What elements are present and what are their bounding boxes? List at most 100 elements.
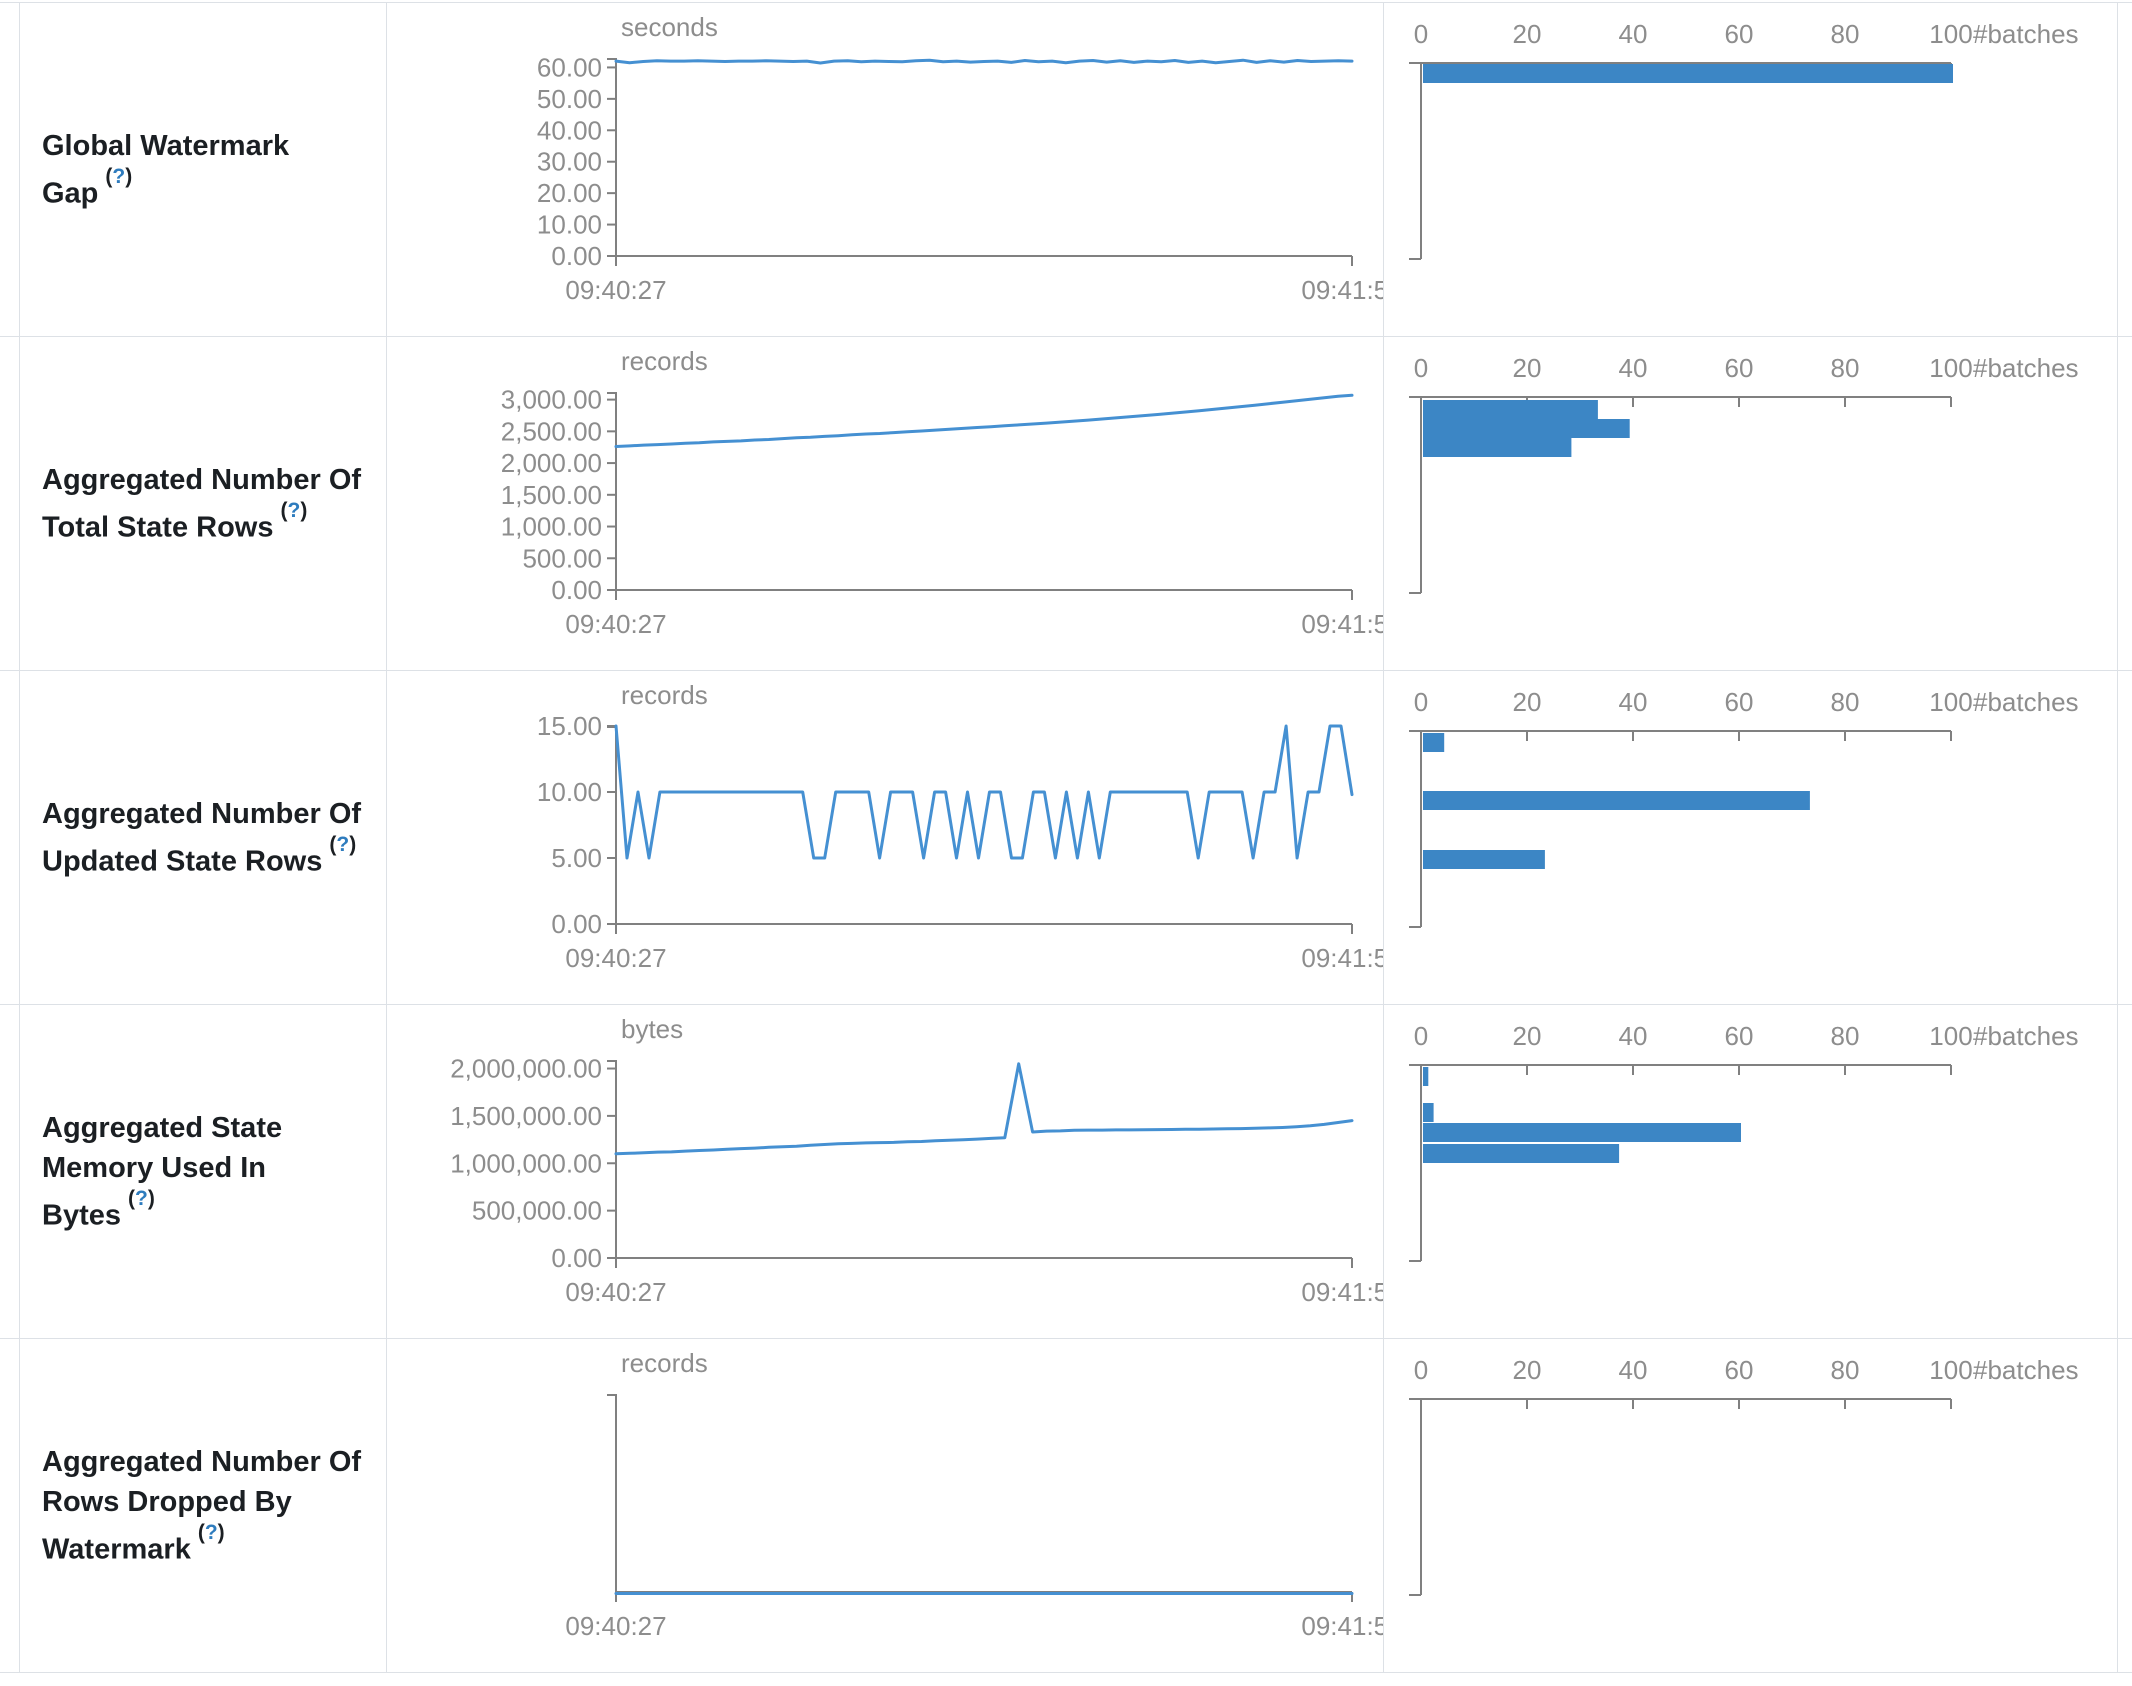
help-tooltip-trigger[interactable]: (?) — [197, 1521, 225, 1545]
svg-text:1,500.00: 1,500.00 — [501, 480, 602, 510]
svg-text:#batches: #batches — [1973, 1021, 2079, 1051]
svg-text:09:40:27: 09:40:27 — [565, 609, 666, 639]
svg-text:09:41:56: 09:41:56 — [1301, 1277, 1383, 1307]
question-mark-icon: ? — [112, 165, 126, 189]
metric-row-state-memory-used: Aggregated State Memory Used In Bytes(?)… — [0, 1005, 2132, 1339]
svg-text:60: 60 — [1725, 1355, 1754, 1385]
svg-text:40: 40 — [1619, 1021, 1648, 1051]
svg-text:09:41:56: 09:41:56 — [1301, 1611, 1383, 1641]
svg-text:60: 60 — [1725, 353, 1754, 383]
svg-text:100: 100 — [1929, 19, 1972, 49]
svg-text:1,000.00: 1,000.00 — [501, 512, 602, 542]
svg-text:1,500,000.00: 1,500,000.00 — [450, 1101, 602, 1131]
metric-row-updated-state-rows: Aggregated Number Of Updated State Rows(… — [0, 671, 2132, 1005]
metric-title-text: Aggregated Number Of Updated State Rows — [42, 798, 362, 878]
svg-text:10.00: 10.00 — [537, 777, 602, 807]
svg-text:50.00: 50.00 — [537, 84, 602, 114]
metric-label-cell: Aggregated Number Of Total State Rows(?) — [19, 337, 386, 671]
metric-title: Aggregated Number Of Updated State Rows(… — [42, 794, 378, 882]
svg-text:#batches: #batches — [1973, 353, 2079, 383]
svg-text:100: 100 — [1929, 687, 1972, 717]
svg-text:3,000.00: 3,000.00 — [501, 385, 602, 415]
table-vertical-border — [386, 3, 387, 1673]
svg-text:40.00: 40.00 — [537, 115, 602, 145]
svg-text:40: 40 — [1619, 1355, 1648, 1385]
svg-text:20: 20 — [1513, 1021, 1542, 1051]
metric-title-text: Aggregated State Memory Used In Bytes — [42, 1112, 283, 1232]
svg-text:seconds: seconds — [621, 12, 718, 42]
histogram-chart-cell: 0 20 40 60 80 100 #batches — [1384, 1339, 2117, 1673]
metric-label-cell: Aggregated Number Of Updated State Rows(… — [19, 671, 386, 1005]
svg-text:0: 0 — [1414, 1355, 1428, 1385]
svg-text:records: records — [621, 346, 708, 376]
question-mark-icon: ? — [135, 1187, 148, 1211]
histogram-chart: 0 20 40 60 80 100 #batches — [1409, 353, 2079, 594]
svg-text:80: 80 — [1831, 353, 1860, 383]
svg-text:0.00: 0.00 — [551, 575, 602, 605]
svg-text:500,000.00: 500,000.00 — [472, 1196, 602, 1226]
help-tooltip-trigger[interactable]: (?) — [329, 833, 357, 857]
svg-text:20: 20 — [1513, 687, 1542, 717]
metric-title-text: Aggregated Number Of Rows Dropped By Wat… — [42, 1446, 362, 1566]
svg-text:30.00: 30.00 — [537, 147, 602, 177]
svg-text:0.00: 0.00 — [551, 241, 602, 271]
metric-title-text: Global Watermark Gap — [42, 130, 290, 210]
help-tooltip-trigger[interactable]: (?) — [128, 1187, 155, 1211]
timeline-chart: seconds 0.0010.0020.0030.0040.0050.0060.0… — [537, 12, 1383, 305]
metric-title: Global Watermark Gap(?) — [42, 126, 378, 214]
metric-row-global-watermark-gap: Global Watermark Gap(?) seconds 0.00 10.00… — [0, 3, 2132, 337]
svg-text:09:41:56: 09:41:56 — [1301, 275, 1383, 305]
timeline-chart: records 0.00 5.00 10.00 15.00 09:40:27 09:41:5… — [537, 680, 1383, 973]
svg-text:records: records — [621, 680, 708, 710]
svg-text:40: 40 — [1619, 687, 1648, 717]
svg-text:100: 100 — [1929, 353, 1972, 383]
histogram-chart: 0 20 40 60 80 100 #batches — [1409, 19, 2079, 260]
svg-text:#batches: #batches — [1973, 19, 2079, 49]
histogram-chart: 0 20 40 60 80 100 #batches — [1409, 1355, 2079, 1596]
svg-text:0: 0 — [1414, 687, 1428, 717]
timeline-chart: bytes 0.00 500,000.00 1,000,000.00 1,500,000… — [450, 1014, 1383, 1307]
svg-text:#batches: #batches — [1973, 1355, 2079, 1385]
svg-text:09:41:56: 09:41:56 — [1301, 943, 1383, 973]
svg-text:0: 0 — [1414, 19, 1428, 49]
timeline-chart-cell: records 0.00 500.00 1,000.00 1,500.00 2,000.0… — [387, 337, 1383, 671]
table-vertical-border — [1383, 3, 1384, 1673]
metric-title: Aggregated Number Of Rows Dropped By Wat… — [42, 1442, 378, 1570]
svg-text:09:40:27: 09:40:27 — [565, 943, 666, 973]
help-tooltip-trigger[interactable]: (?) — [105, 165, 133, 189]
svg-text:80: 80 — [1831, 687, 1860, 717]
svg-text:60: 60 — [1725, 687, 1754, 717]
timeline-chart: records 09:40:27 09:41:56 — [565, 1348, 1383, 1641]
svg-text:100: 100 — [1929, 1355, 1972, 1385]
svg-text:60.00: 60.00 — [537, 52, 602, 82]
histogram-chart-cell: 0 20 40 60 80 100 #batches — [1384, 3, 2117, 337]
svg-text:20: 20 — [1513, 19, 1542, 49]
timeline-chart-cell: records 0.00 5.00 10.00 15.00 09:40:27 09:41:5… — [387, 671, 1383, 1005]
svg-text:2,000.00: 2,000.00 — [501, 448, 602, 478]
metric-title-text: Aggregated Number Of Total State Rows — [42, 464, 362, 544]
svg-text:10.00: 10.00 — [537, 210, 602, 240]
question-mark-icon: ? — [336, 833, 350, 857]
svg-text:2,500.00: 2,500.00 — [501, 416, 602, 446]
svg-text:1,000,000.00: 1,000,000.00 — [450, 1148, 602, 1178]
svg-text:100: 100 — [1929, 1021, 1972, 1051]
svg-text:0.00: 0.00 — [551, 1243, 602, 1273]
metric-label-cell: Aggregated State Memory Used In Bytes(?) — [19, 1005, 386, 1339]
question-mark-icon: ? — [287, 499, 301, 523]
help-tooltip-trigger[interactable]: (?) — [280, 499, 308, 523]
svg-text:40: 40 — [1619, 19, 1648, 49]
svg-text:500.00: 500.00 — [522, 543, 602, 573]
table-vertical-border — [2117, 3, 2118, 1673]
metric-title: Aggregated Number Of Total State Rows(?) — [42, 460, 378, 548]
histogram-chart-cell: 0 20 40 60 80 100 #batches — [1384, 1005, 2117, 1339]
metric-row-total-state-rows: Aggregated Number Of Total State Rows(?)… — [0, 337, 2132, 671]
svg-text:5.00: 5.00 — [551, 843, 602, 873]
histogram-chart: 0 20 40 60 80 100 #batches — [1409, 1021, 2079, 1262]
svg-text:0: 0 — [1414, 353, 1428, 383]
svg-text:09:40:27: 09:40:27 — [565, 1611, 666, 1641]
metric-row-rows-dropped-by-watermark: Aggregated Number Of Rows Dropped By Wat… — [0, 1339, 2132, 1673]
svg-text:60: 60 — [1725, 1021, 1754, 1051]
svg-text:0: 0 — [1414, 1021, 1428, 1051]
